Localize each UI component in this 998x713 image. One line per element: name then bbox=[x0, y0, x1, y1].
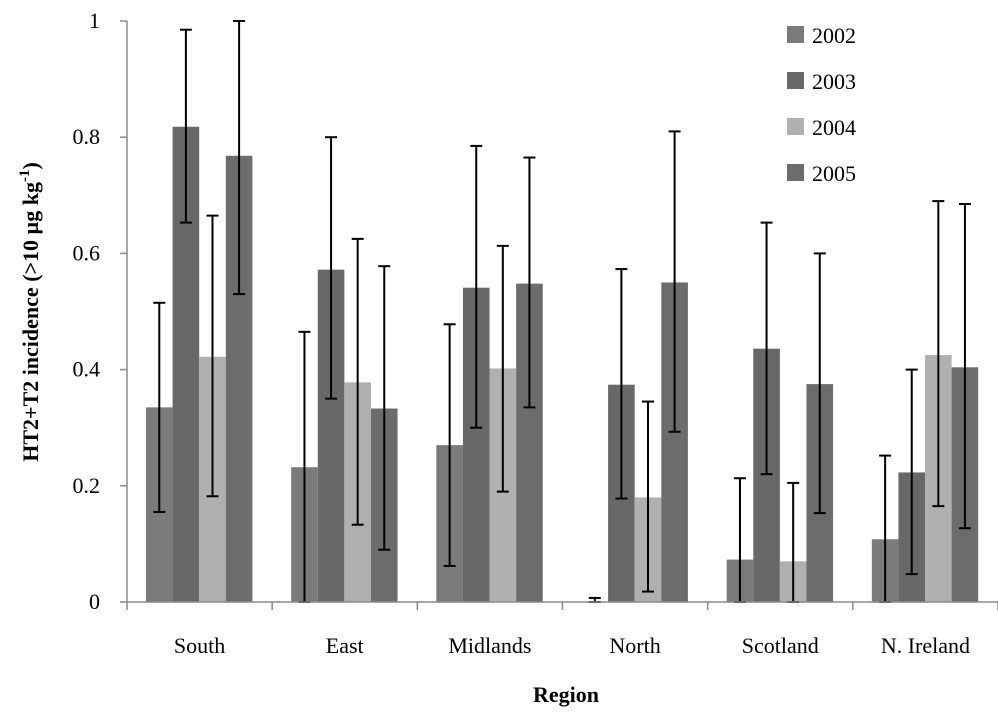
legend-swatch bbox=[787, 72, 804, 89]
x-tick-label: North bbox=[609, 633, 660, 658]
legend-label: 2005 bbox=[812, 161, 856, 186]
legend-label: 2003 bbox=[812, 69, 856, 94]
x-tick-label: N. Ireland bbox=[881, 633, 970, 658]
axes bbox=[126, 21, 998, 603]
x-tick-label: East bbox=[326, 633, 364, 658]
y-axis-title-superscript: -1 bbox=[17, 170, 33, 183]
y-axis-title-main: HT2+T2 incidence (>10 µg kg bbox=[18, 182, 43, 462]
legend: 2002 2003 2004 2005 bbox=[787, 23, 856, 186]
y-tick-label: 0.2 bbox=[73, 473, 101, 498]
y-tick-label: 0.8 bbox=[73, 124, 101, 149]
x-ticks: South East Midlands North Scotland N. Ireland bbox=[126, 602, 998, 658]
x-axis-title: Region bbox=[533, 682, 599, 707]
y-ticks: 0 0.2 0.4 0.6 0.8 1 bbox=[73, 8, 127, 614]
y-tick-label: 0.6 bbox=[73, 240, 101, 265]
y-tick-label: 0.4 bbox=[73, 357, 101, 382]
x-tick-label: Scotland bbox=[742, 633, 819, 658]
y-axis-title: HT2+T2 incidence (>10 µg kg-1) bbox=[17, 162, 43, 462]
legend-label: 2002 bbox=[812, 23, 856, 48]
legend-label: 2004 bbox=[812, 115, 856, 140]
y-tick-label: 1 bbox=[89, 8, 100, 33]
x-tick-label: South bbox=[174, 633, 225, 658]
y-tick-label: 0 bbox=[89, 589, 100, 614]
legend-swatch bbox=[787, 26, 804, 43]
legend-swatch bbox=[787, 164, 804, 181]
x-tick-label: Midlands bbox=[448, 633, 531, 658]
y-axis-title-end: ) bbox=[18, 162, 43, 169]
legend-swatch bbox=[787, 118, 804, 135]
plot-area bbox=[146, 20, 979, 603]
